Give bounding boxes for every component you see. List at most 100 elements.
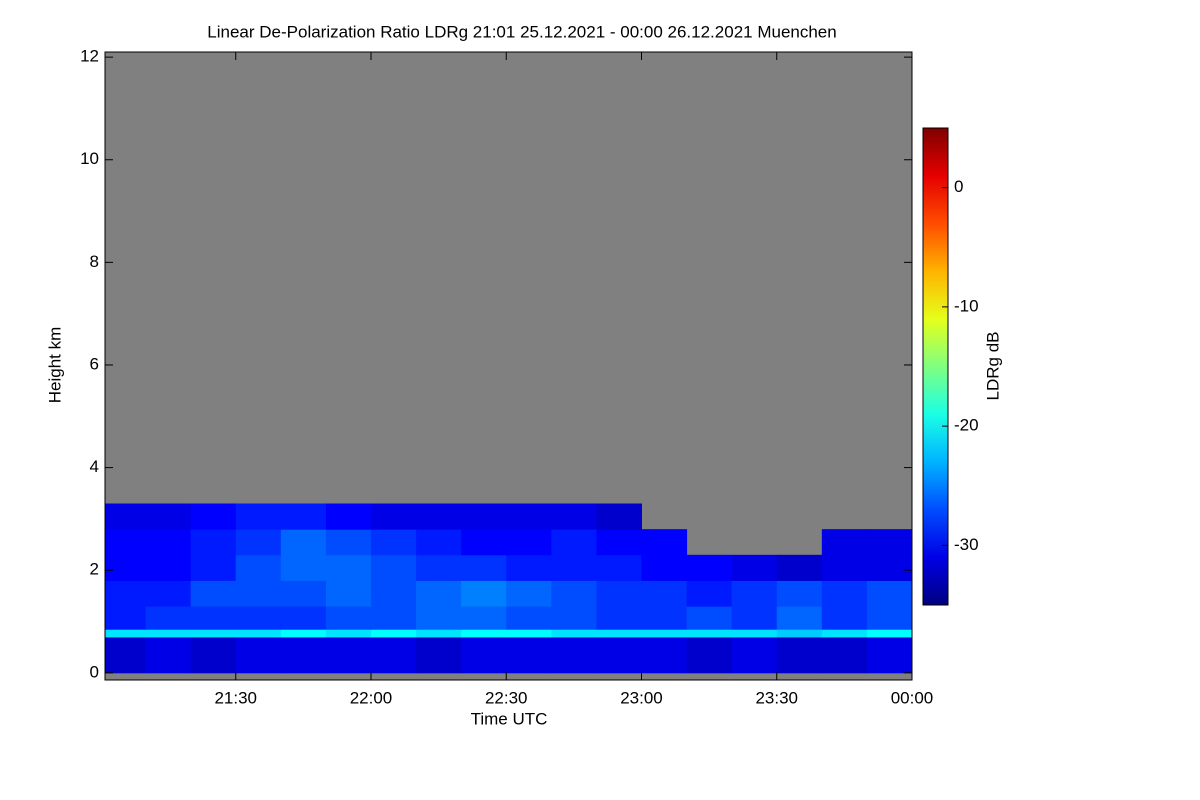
heat-cell	[731, 580, 778, 607]
heat-cell	[506, 529, 552, 556]
heat-cell	[776, 636, 823, 674]
heat-cell	[641, 580, 688, 607]
heat-cell	[821, 636, 868, 674]
y-tick-label: 2	[90, 560, 99, 579]
heat-cell	[105, 554, 147, 581]
heat-cell	[461, 503, 507, 530]
heat-cell	[190, 606, 237, 630]
heat-cell	[190, 636, 237, 674]
heat-cell	[641, 636, 688, 674]
heat-cell	[235, 580, 282, 607]
heat-cell	[821, 529, 868, 556]
heat-cell	[596, 580, 642, 607]
heat-cell	[370, 529, 417, 556]
heat-cell	[776, 629, 823, 638]
heat-cell	[235, 629, 282, 638]
heat-cell	[370, 503, 417, 530]
heat-cell	[370, 629, 417, 638]
y-tick-label: 6	[90, 354, 99, 373]
heat-cell	[551, 629, 597, 638]
x-tick-label: 22:00	[350, 688, 393, 707]
x-axis-label: Time UTC	[471, 709, 548, 728]
heat-cell	[416, 503, 462, 530]
heat-cell	[731, 606, 778, 630]
heat-cell	[866, 636, 913, 674]
heat-cell	[105, 629, 147, 638]
heat-cell	[461, 636, 507, 674]
heat-cell	[105, 503, 147, 530]
heat-cell	[145, 554, 192, 581]
colorbar-tick-label: -10	[954, 296, 979, 315]
heat-cell	[325, 554, 372, 581]
plot-frame	[104, 51, 913, 681]
heat-cell	[596, 554, 642, 581]
heat-cell	[461, 529, 507, 556]
heat-cell	[641, 554, 688, 581]
heat-cell	[866, 629, 913, 638]
heat-cell	[280, 554, 327, 581]
heat-cell	[325, 629, 372, 638]
heat-cell	[416, 636, 462, 674]
y-tick-label: 0	[90, 662, 99, 681]
x-tick-label: 21:30	[214, 688, 257, 707]
heat-cell	[506, 636, 552, 674]
heat-cell	[235, 503, 282, 530]
heat-cell	[280, 606, 327, 630]
heat-cell	[686, 636, 733, 674]
y-axis-label: Height km	[45, 327, 64, 404]
heat-cell	[506, 554, 552, 581]
heat-cell	[416, 629, 462, 638]
heat-cell	[551, 503, 597, 530]
heat-cell	[370, 606, 417, 630]
x-tick-label: 22:30	[485, 688, 528, 707]
heat-cell	[325, 529, 372, 556]
x-tick-label: 23:30	[755, 688, 798, 707]
heat-cell	[190, 554, 237, 581]
heat-cell	[280, 636, 327, 674]
heat-cell	[596, 606, 642, 630]
x-tick-label: 23:00	[620, 688, 663, 707]
heat-cell	[325, 606, 372, 630]
heat-cell	[506, 629, 552, 638]
heat-cell	[866, 554, 913, 581]
colorbar-tick-label: -20	[954, 416, 979, 435]
heat-cell	[461, 554, 507, 581]
heat-cell	[105, 529, 147, 556]
heat-cell	[821, 606, 868, 630]
heat-cell	[190, 629, 237, 638]
heat-cell	[866, 529, 913, 556]
y-tick-label: 8	[90, 252, 99, 271]
heat-cell	[235, 529, 282, 556]
y-tick-label: 4	[90, 457, 99, 476]
heat-cell	[461, 606, 507, 630]
heat-cell	[416, 554, 462, 581]
heat-cell	[416, 606, 462, 630]
heat-cell	[866, 580, 913, 607]
y-tick-label: 10	[80, 149, 99, 168]
heat-cell	[370, 636, 417, 674]
heat-cell	[731, 554, 778, 581]
heat-cell	[596, 629, 642, 638]
heat-cell	[416, 580, 462, 607]
heat-cell	[776, 606, 823, 630]
heat-cell	[551, 554, 597, 581]
heat-cell	[506, 580, 552, 607]
heat-cell	[145, 629, 192, 638]
heat-cell	[235, 606, 282, 630]
heat-cell	[776, 554, 823, 581]
heat-cell	[280, 580, 327, 607]
heat-cell	[145, 503, 192, 530]
heat-cell	[280, 629, 327, 638]
heat-cell	[325, 580, 372, 607]
colorbar-tick-label: 0	[954, 177, 963, 196]
heat-cell	[105, 606, 147, 630]
heat-cell	[370, 580, 417, 607]
heat-cell	[641, 629, 688, 638]
heat-cell	[731, 636, 778, 674]
heat-cell	[145, 606, 192, 630]
heat-cell	[506, 503, 552, 530]
y-tick-label: 12	[80, 47, 99, 66]
heat-cell	[190, 529, 237, 556]
heat-cell	[145, 580, 192, 607]
heat-cell	[686, 629, 733, 638]
